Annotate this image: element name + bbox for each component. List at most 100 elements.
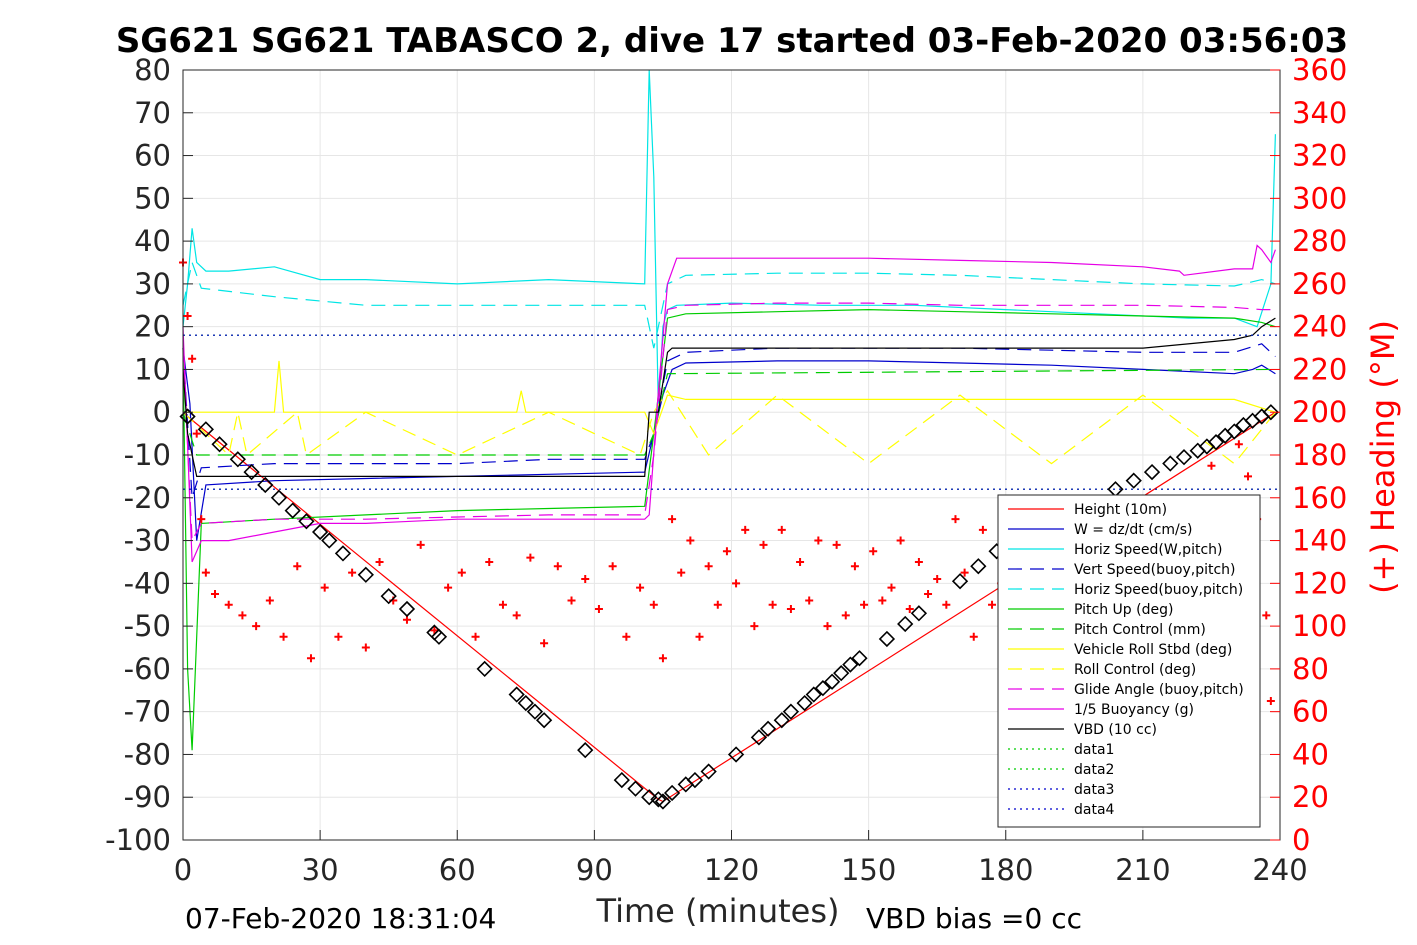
chart-title: SG621 SG621 TABASCO 2, dive 17 started 0… bbox=[116, 21, 1348, 61]
heading-point bbox=[896, 536, 905, 545]
depth-marker bbox=[782, 703, 800, 720]
heading-point bbox=[192, 429, 201, 438]
heading-point bbox=[686, 536, 695, 545]
series-group bbox=[182, 69, 1280, 803]
heading-point bbox=[306, 654, 315, 663]
series-line-9 bbox=[182, 302, 1276, 543]
y2-axis-label: (+) Heading (°M) bbox=[1364, 320, 1402, 594]
depth-marker bbox=[641, 789, 658, 806]
x-tick-label: 150 bbox=[841, 853, 896, 887]
depth-marker bbox=[243, 463, 260, 481]
heading-point bbox=[471, 632, 480, 641]
legend-label: Vert Speed(buoy,pitch) bbox=[1074, 562, 1236, 578]
depth-marker bbox=[1162, 455, 1179, 472]
series-line-10 bbox=[182, 244, 1276, 563]
heading-point bbox=[1234, 440, 1243, 449]
y-tick-label: 0 bbox=[153, 395, 171, 429]
series-line-1 bbox=[182, 348, 1276, 541]
y-tick-label: 40 bbox=[134, 224, 171, 258]
heading-point bbox=[741, 525, 750, 534]
y2-tick-label: 40 bbox=[1292, 737, 1329, 771]
heading-point bbox=[905, 605, 914, 613]
legend-label: Vehicle Roll Stbd (deg) bbox=[1074, 642, 1232, 658]
depth-marker bbox=[951, 573, 969, 590]
heading-point bbox=[722, 547, 731, 556]
y-tick-label: -100 bbox=[105, 823, 171, 857]
y2-tick-label: 220 bbox=[1292, 352, 1347, 386]
legend-label: Pitch Control (mm) bbox=[1074, 622, 1206, 638]
heading-point bbox=[750, 622, 759, 631]
depth-marker bbox=[508, 686, 525, 703]
legend-label: data1 bbox=[1074, 742, 1114, 758]
heading-point bbox=[183, 311, 192, 320]
x-tick-label: 30 bbox=[302, 853, 339, 887]
y2-tick-label: 140 bbox=[1292, 524, 1347, 558]
heading-point bbox=[1244, 472, 1252, 481]
heading-point bbox=[841, 611, 850, 620]
depth-marker bbox=[298, 513, 315, 530]
legend-label: W = dz/dt (cm/s) bbox=[1074, 522, 1193, 538]
y2-tick-label: 20 bbox=[1292, 780, 1329, 814]
y2-tick-label: 280 bbox=[1292, 224, 1347, 258]
y2-tick-label: 60 bbox=[1292, 695, 1329, 729]
series-line-6 bbox=[182, 368, 1276, 456]
y-axis-ticks: 80 70 60 50 40 30 20 10 0 -10 -20 -30 -40 -50 -60 -70 -8… bbox=[105, 53, 193, 857]
legend-label: Horiz Speed(buoy,pitch) bbox=[1074, 582, 1243, 598]
heading-point bbox=[238, 611, 247, 620]
heading-point bbox=[636, 583, 645, 592]
y2-tick-label: 340 bbox=[1292, 96, 1347, 130]
heading-point bbox=[933, 575, 942, 584]
depth-marker bbox=[1226, 423, 1243, 440]
heading-point bbox=[293, 562, 302, 571]
y-tick-label: -40 bbox=[124, 566, 171, 600]
legend-label: Pitch Up (deg) bbox=[1074, 602, 1173, 618]
depth-marker bbox=[211, 436, 228, 453]
depth-marker bbox=[627, 780, 644, 797]
heading-point bbox=[1266, 696, 1275, 705]
depth-marker bbox=[796, 694, 813, 712]
depth-marker bbox=[910, 605, 928, 622]
heading-point bbox=[581, 575, 590, 584]
y-tick-label: -20 bbox=[124, 481, 171, 515]
y2-tick-label: 100 bbox=[1292, 609, 1347, 643]
heading-point bbox=[594, 605, 603, 613]
depth-marker bbox=[1143, 463, 1161, 481]
y2-axis-ticks: 3603403203002802602402202001801601401201… bbox=[1270, 53, 1347, 857]
heading-point bbox=[860, 600, 869, 609]
depth-marker bbox=[700, 763, 717, 780]
depth-marker bbox=[878, 630, 896, 648]
footer-vbd-bias: VBD bias =0 cc bbox=[866, 902, 1082, 935]
y-tick-label: -80 bbox=[124, 737, 171, 771]
legend-label: 1/5 Buoyancy (g) bbox=[1074, 702, 1194, 718]
depth-marker bbox=[686, 771, 704, 789]
legend-label: VBD (10 cc) bbox=[1074, 722, 1157, 738]
x-tick-label: 120 bbox=[704, 853, 759, 887]
heading-point bbox=[485, 557, 494, 566]
y2-tick-label: 0 bbox=[1292, 823, 1310, 857]
heading-point bbox=[796, 557, 805, 566]
depth-marker bbox=[197, 421, 214, 438]
heading-point bbox=[951, 515, 960, 524]
depth-marker bbox=[398, 600, 416, 618]
depth-marker bbox=[750, 729, 768, 746]
heading-point bbox=[942, 600, 951, 609]
x-tick-label: 0 bbox=[174, 853, 192, 887]
heading-point bbox=[704, 562, 713, 571]
heading-point bbox=[265, 596, 274, 605]
legend-label: Glide Angle (buoy,pitch) bbox=[1074, 682, 1244, 698]
heading-point bbox=[887, 583, 896, 592]
heading-point bbox=[988, 600, 997, 609]
heading-point bbox=[969, 632, 978, 641]
heading-point bbox=[1262, 611, 1271, 620]
y2-tick-label: 260 bbox=[1292, 267, 1347, 301]
legend-label: data3 bbox=[1074, 782, 1114, 798]
depth-marker bbox=[970, 558, 987, 575]
heading-point bbox=[526, 553, 535, 562]
x-tick-label: 240 bbox=[1252, 853, 1307, 887]
heading-point bbox=[869, 547, 878, 556]
heading-point bbox=[320, 583, 329, 592]
heading-point bbox=[457, 568, 466, 577]
heading-point bbox=[430, 626, 439, 635]
heading-point bbox=[759, 540, 768, 549]
